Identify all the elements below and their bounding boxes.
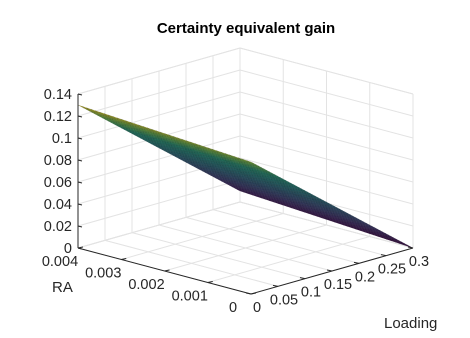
z-tick-mark: [77, 203, 83, 206]
y-tick-label: 0.004: [42, 254, 78, 270]
z-tick-label: 0.14: [44, 87, 72, 103]
y-tick-mark: [164, 269, 170, 272]
z-tick-label: 0.02: [44, 219, 72, 235]
y-tick-label: 0: [229, 300, 237, 316]
z-tick-mark: [77, 115, 83, 118]
chart-title: Certainty equivalent gain: [157, 20, 335, 37]
z-tick-mark: [77, 159, 83, 162]
grid-line: [77, 201, 241, 249]
y-tick-label: 0.001: [172, 289, 208, 305]
x-tick-label: 0.25: [378, 262, 406, 278]
grid-line: [121, 213, 284, 260]
x-tick-label: 0.15: [324, 277, 352, 293]
y-axis-ticks: 0 0.001 0.002 0.003 0.004: [42, 246, 257, 316]
x-tick-mark: [245, 292, 252, 295]
z-tick-label: 0.06: [44, 175, 72, 191]
x-tick-mark: [326, 269, 333, 272]
x-tick-mark: [353, 261, 360, 264]
grid-line: [164, 224, 327, 272]
x-tick-mark: [380, 254, 387, 257]
x-tick-label: 0.2: [355, 269, 375, 285]
x-tick-mark: [272, 284, 279, 287]
x-tick-label: 0.05: [270, 292, 298, 308]
y-tick-mark: [121, 258, 127, 260]
z-tick-label: 0.04: [44, 197, 72, 213]
y-axis-label: RA: [52, 279, 73, 296]
y-tick-label: 0.003: [85, 266, 121, 282]
z-tick-mark: [77, 137, 83, 140]
y-tick-label: 0.002: [128, 277, 164, 293]
x-tick-label: 0.1: [301, 285, 321, 301]
x-tick-label: 0.3: [409, 254, 429, 270]
x-tick-mark: [299, 277, 306, 280]
x-axis-label: Loading: [384, 315, 437, 332]
z-tick-mark: [77, 93, 83, 96]
z-axis-ticks: 0 0.02 0.04 0.06 0.08 0.1 0.12 0.14: [44, 87, 83, 257]
z-tick-label: 0.08: [44, 153, 72, 169]
y-tick-mark: [77, 246, 84, 249]
grid-line: [207, 236, 370, 283]
z-tick-label: 0.1: [52, 131, 72, 147]
x-tick-label: 0: [253, 300, 261, 316]
z-tick-label: 0: [64, 241, 72, 257]
surface-mesh: [77, 104, 414, 249]
z-tick-label: 0.12: [44, 109, 72, 125]
x-axis-ticks: 0 0.05 0.1 0.15 0.2 0.25 0.3: [245, 246, 429, 316]
y-tick-mark: [250, 292, 257, 295]
y-tick-mark: [207, 281, 213, 283]
x-tick-mark: [407, 246, 414, 249]
surface-patch: [246, 160, 254, 164]
z-tick-mark: [77, 181, 83, 184]
z-tick-mark: [77, 225, 83, 228]
